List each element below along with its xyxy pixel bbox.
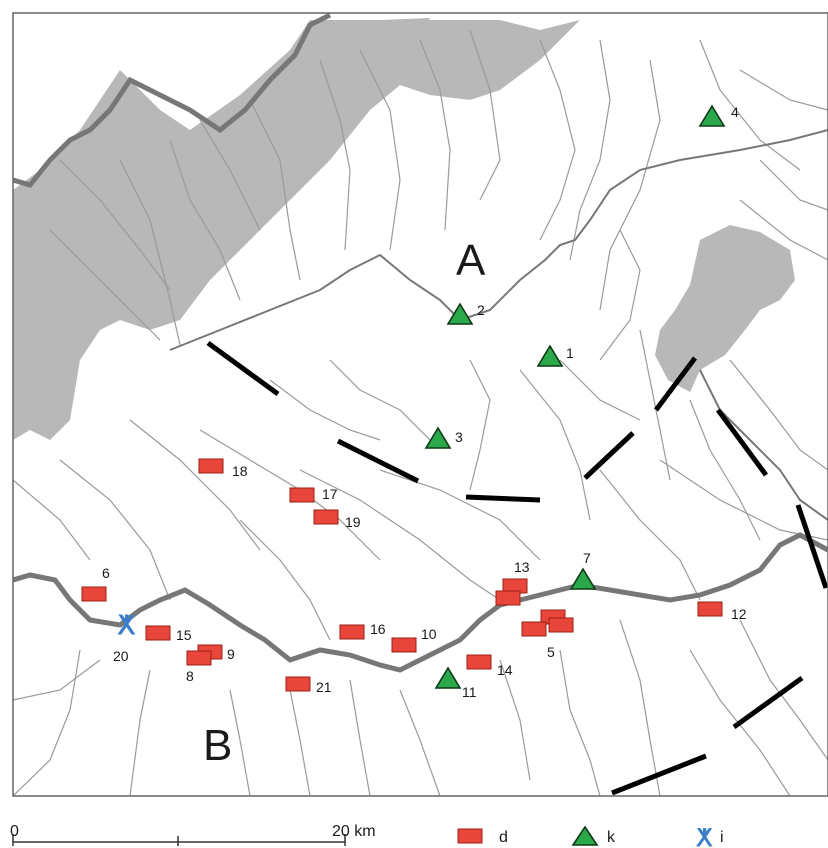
site-number: 2	[477, 302, 485, 318]
site-number: 6	[102, 565, 110, 581]
site-number: 15	[176, 627, 192, 643]
site-d: 18	[198, 458, 248, 479]
d-marker-icon	[457, 828, 483, 844]
region-label-b: B	[203, 721, 232, 770]
site-number: 3	[455, 429, 463, 445]
site-number: 13	[514, 559, 530, 575]
site-d: 17	[289, 486, 338, 503]
scale-end-label: 20 km	[332, 823, 376, 840]
region-label-a: A	[456, 236, 486, 285]
site-k: 3	[425, 427, 463, 449]
site-number: 9	[227, 646, 235, 662]
site-d: 21	[285, 676, 332, 695]
site-d: 9	[197, 644, 235, 662]
site-d: 10	[391, 626, 437, 653]
legend-item-i: ⵅ i	[695, 825, 723, 848]
scale-start-label: 0	[10, 823, 19, 840]
site-number: 18	[232, 463, 248, 479]
site-number: 8	[186, 668, 194, 684]
legend-item-d: d	[457, 828, 508, 846]
site-number: 1	[566, 345, 574, 361]
legend-label-i: i	[720, 829, 724, 846]
site-number: 10	[421, 626, 437, 642]
tool-icon: ⵅ	[695, 825, 713, 848]
legend-label-k: k	[607, 829, 616, 846]
site-i: ⵅ 20	[113, 610, 135, 664]
site-d: 14	[466, 654, 513, 678]
fault-lines	[206, 340, 828, 796]
site-number: 17	[322, 486, 338, 502]
site-k: 4	[699, 104, 739, 127]
legend-item-k: k	[571, 825, 616, 846]
site-d: 8	[186, 650, 212, 684]
site-d: 16	[339, 621, 386, 640]
tool-icon: ⵅ	[116, 610, 135, 640]
site-number: 14	[497, 662, 513, 678]
site-number: 16	[370, 621, 386, 637]
site-number: 21	[316, 679, 332, 695]
site-number: 11	[462, 684, 477, 700]
k-sites: 4 2 1 3 7 11	[425, 104, 739, 700]
site-number: 7	[583, 550, 591, 566]
site-k: 1	[537, 345, 574, 367]
legend: d k ⵅ i	[457, 825, 724, 848]
site-d: 12	[697, 601, 747, 622]
d-sites: 18 17 19 6 15 9 8 16	[81, 458, 747, 695]
main-rivers	[13, 13, 828, 673]
scale-bar	[12, 834, 346, 846]
site-k: 2	[447, 302, 485, 325]
site-d: 13	[495, 559, 530, 606]
legend-label-d: d	[499, 829, 508, 846]
site-number: 20	[113, 648, 129, 664]
k-marker-icon	[571, 825, 599, 846]
site-d: 15	[145, 625, 192, 643]
site-number: 12	[731, 606, 747, 622]
site-k: 11	[435, 667, 477, 700]
map-frame	[12, 12, 828, 797]
site-d: 6	[81, 565, 110, 602]
map-area	[13, 13, 828, 796]
site-number: 5	[547, 644, 555, 660]
upland-areas	[13, 18, 795, 440]
site-d: 19	[313, 509, 361, 530]
site-d: 5	[521, 609, 574, 660]
i-sites: ⵅ 20	[113, 610, 135, 664]
site-k: 7	[570, 550, 596, 590]
site-number: 19	[345, 514, 361, 530]
site-number: 4	[731, 104, 739, 120]
